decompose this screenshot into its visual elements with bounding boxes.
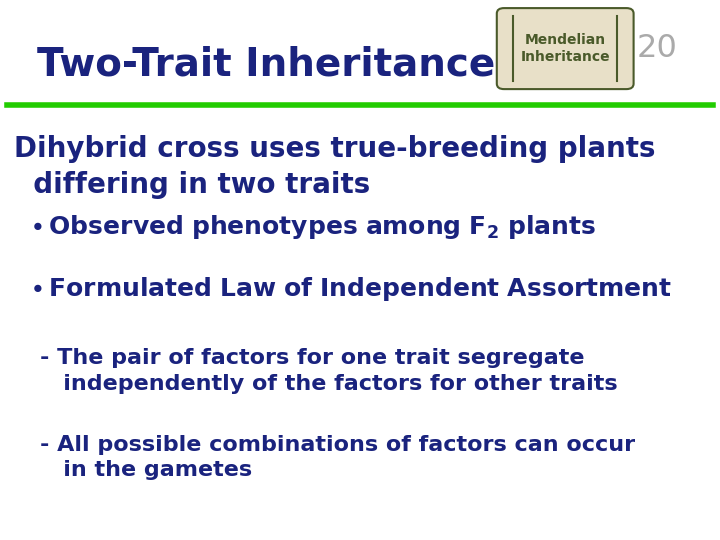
Text: Two-Trait Inheritance: Two-Trait Inheritance: [37, 46, 495, 84]
Text: $\bullet\,\mathbf{Formulated\ Law\ of\ Independent\ Assortment}$: $\bullet\,\mathbf{Formulated\ Law\ of\ I…: [29, 275, 672, 303]
Text: Dihybrid cross uses true-breeding plants
  differing in two traits: Dihybrid cross uses true-breeding plants…: [14, 135, 656, 199]
Text: Mendelian
Inheritance: Mendelian Inheritance: [521, 33, 610, 64]
Text: $\bullet\,\mathbf{Observed\ phenotypes\ among\ F_2\ plants}$: $\bullet\,\mathbf{Observed\ phenotypes\ …: [29, 213, 595, 241]
Text: - All possible combinations of factors can occur
   in the gametes: - All possible combinations of factors c…: [40, 435, 635, 480]
Text: 20: 20: [637, 33, 678, 64]
Text: - The pair of factors for one trait segregate
   independently of the factors fo: - The pair of factors for one trait segr…: [40, 348, 617, 394]
FancyBboxPatch shape: [497, 8, 634, 89]
